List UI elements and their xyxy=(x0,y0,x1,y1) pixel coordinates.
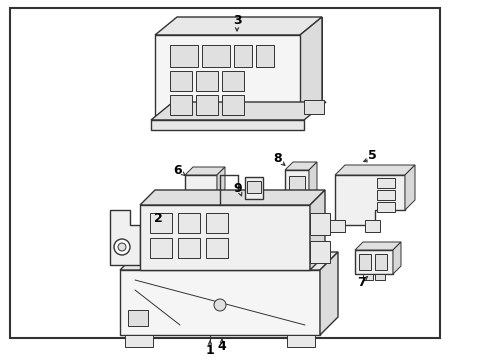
Circle shape xyxy=(114,239,130,255)
Text: 8: 8 xyxy=(274,152,282,165)
Polygon shape xyxy=(300,17,322,120)
Text: 9: 9 xyxy=(234,181,243,194)
Text: 2: 2 xyxy=(154,212,162,225)
Bar xyxy=(178,213,200,233)
Bar xyxy=(203,197,213,205)
Polygon shape xyxy=(185,167,225,175)
Bar xyxy=(185,175,217,197)
Bar xyxy=(170,45,198,67)
Text: 6: 6 xyxy=(173,163,182,176)
Bar xyxy=(285,170,309,198)
Polygon shape xyxy=(335,165,415,175)
Bar xyxy=(377,202,395,212)
Bar xyxy=(247,181,261,193)
Bar xyxy=(234,45,252,67)
Text: 1: 1 xyxy=(206,343,215,356)
Circle shape xyxy=(118,243,126,251)
Bar xyxy=(245,177,263,199)
Text: 5: 5 xyxy=(368,149,376,162)
Bar xyxy=(330,220,345,232)
Bar xyxy=(222,71,244,91)
Bar xyxy=(155,35,300,120)
Bar xyxy=(359,254,371,270)
Bar xyxy=(206,238,228,258)
Bar xyxy=(150,213,172,233)
Bar xyxy=(287,335,315,347)
Bar xyxy=(310,213,330,235)
Polygon shape xyxy=(217,167,225,197)
Bar xyxy=(10,8,440,338)
Polygon shape xyxy=(405,165,415,210)
Bar xyxy=(310,241,330,263)
Bar xyxy=(256,45,274,67)
Polygon shape xyxy=(285,162,317,170)
Bar xyxy=(363,274,373,280)
Polygon shape xyxy=(335,175,405,225)
Bar xyxy=(170,95,192,115)
Polygon shape xyxy=(310,190,325,270)
Bar xyxy=(206,213,228,233)
Text: 4: 4 xyxy=(218,341,226,354)
Polygon shape xyxy=(320,252,338,335)
Bar xyxy=(196,95,218,115)
Bar xyxy=(140,205,310,270)
Circle shape xyxy=(214,299,226,311)
Polygon shape xyxy=(120,252,338,270)
Polygon shape xyxy=(393,242,401,274)
Bar xyxy=(377,190,395,200)
Bar xyxy=(365,220,380,232)
Bar xyxy=(355,250,393,274)
Bar xyxy=(222,95,244,115)
Bar xyxy=(125,335,153,347)
Bar xyxy=(191,197,201,205)
Polygon shape xyxy=(355,242,401,250)
Text: 7: 7 xyxy=(358,275,367,288)
Bar xyxy=(377,178,395,188)
Polygon shape xyxy=(140,190,325,205)
Bar xyxy=(202,45,230,67)
Polygon shape xyxy=(177,17,322,102)
Bar xyxy=(304,100,324,114)
Bar xyxy=(196,71,218,91)
Bar xyxy=(375,254,387,270)
Polygon shape xyxy=(155,17,322,35)
Bar xyxy=(150,238,172,258)
Polygon shape xyxy=(110,210,140,265)
Bar xyxy=(128,310,148,326)
Bar xyxy=(170,71,192,91)
Bar xyxy=(289,176,305,190)
Polygon shape xyxy=(151,102,326,120)
Bar xyxy=(178,238,200,258)
Text: 3: 3 xyxy=(233,14,241,27)
Bar xyxy=(375,274,385,280)
Bar xyxy=(151,120,304,130)
Bar xyxy=(120,270,320,335)
Polygon shape xyxy=(309,162,317,198)
